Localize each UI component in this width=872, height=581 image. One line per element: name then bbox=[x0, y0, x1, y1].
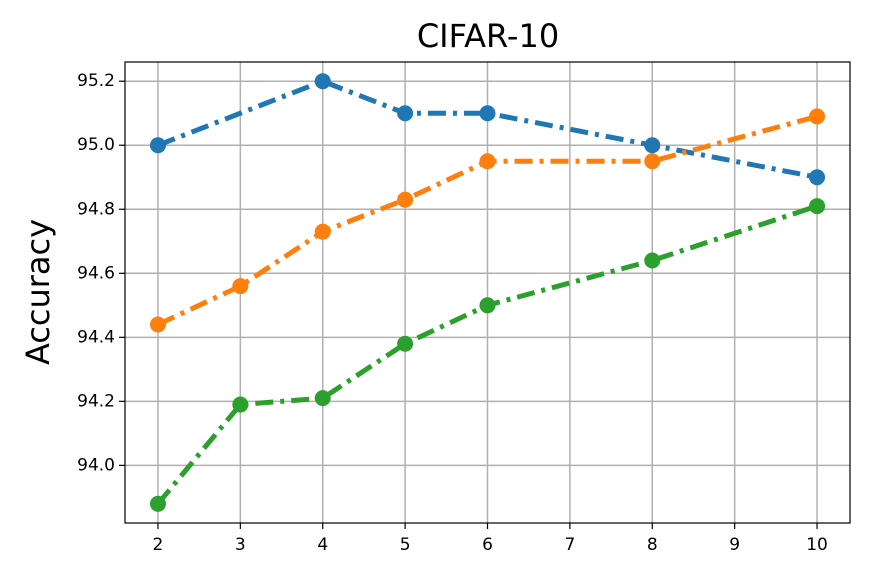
series-marker bbox=[397, 105, 414, 122]
y-tick-label: 94.0 bbox=[77, 455, 115, 475]
series-marker bbox=[232, 278, 249, 295]
series-marker bbox=[479, 105, 496, 122]
series-line bbox=[157, 78, 818, 180]
y-tick-label: 95.0 bbox=[77, 135, 115, 155]
series-marker bbox=[232, 396, 249, 413]
x-tick-label: 4 bbox=[317, 535, 328, 555]
series-marker bbox=[644, 252, 661, 269]
series-marker bbox=[149, 137, 166, 154]
chart-title: CIFAR-10 bbox=[417, 17, 559, 55]
series-marker bbox=[149, 495, 166, 512]
series-marker bbox=[149, 316, 166, 333]
series-marker bbox=[479, 153, 496, 170]
series-marker bbox=[644, 153, 661, 170]
series-marker bbox=[644, 137, 661, 154]
x-tick-label: 6 bbox=[482, 535, 493, 555]
y-tick-label: 94.2 bbox=[77, 391, 115, 411]
x-tick-label: 10 bbox=[806, 535, 828, 555]
y-tick-label: 94.8 bbox=[77, 199, 115, 219]
plot-frame bbox=[124, 61, 851, 524]
x-tick-label: 8 bbox=[647, 535, 658, 555]
y-tick-label: 94.4 bbox=[77, 327, 115, 347]
y-tick-label: 95.2 bbox=[77, 71, 115, 91]
series-marker bbox=[314, 223, 331, 240]
series-marker bbox=[809, 108, 826, 125]
series-marker bbox=[397, 191, 414, 208]
y-axis-label: Accuracy bbox=[19, 219, 57, 365]
y-tick-label: 94.6 bbox=[77, 263, 115, 283]
series-marker bbox=[397, 335, 414, 352]
series-marker bbox=[314, 390, 331, 407]
x-tick-label: 9 bbox=[729, 535, 740, 555]
series-marker bbox=[314, 73, 331, 90]
x-tick-label: 7 bbox=[564, 535, 575, 555]
x-tick-label: 3 bbox=[235, 535, 246, 555]
series-marker bbox=[809, 169, 826, 186]
series-marker bbox=[809, 198, 826, 215]
x-tick-label: 5 bbox=[400, 535, 411, 555]
x-tick-label: 2 bbox=[153, 535, 164, 555]
series-marker bbox=[479, 297, 496, 314]
